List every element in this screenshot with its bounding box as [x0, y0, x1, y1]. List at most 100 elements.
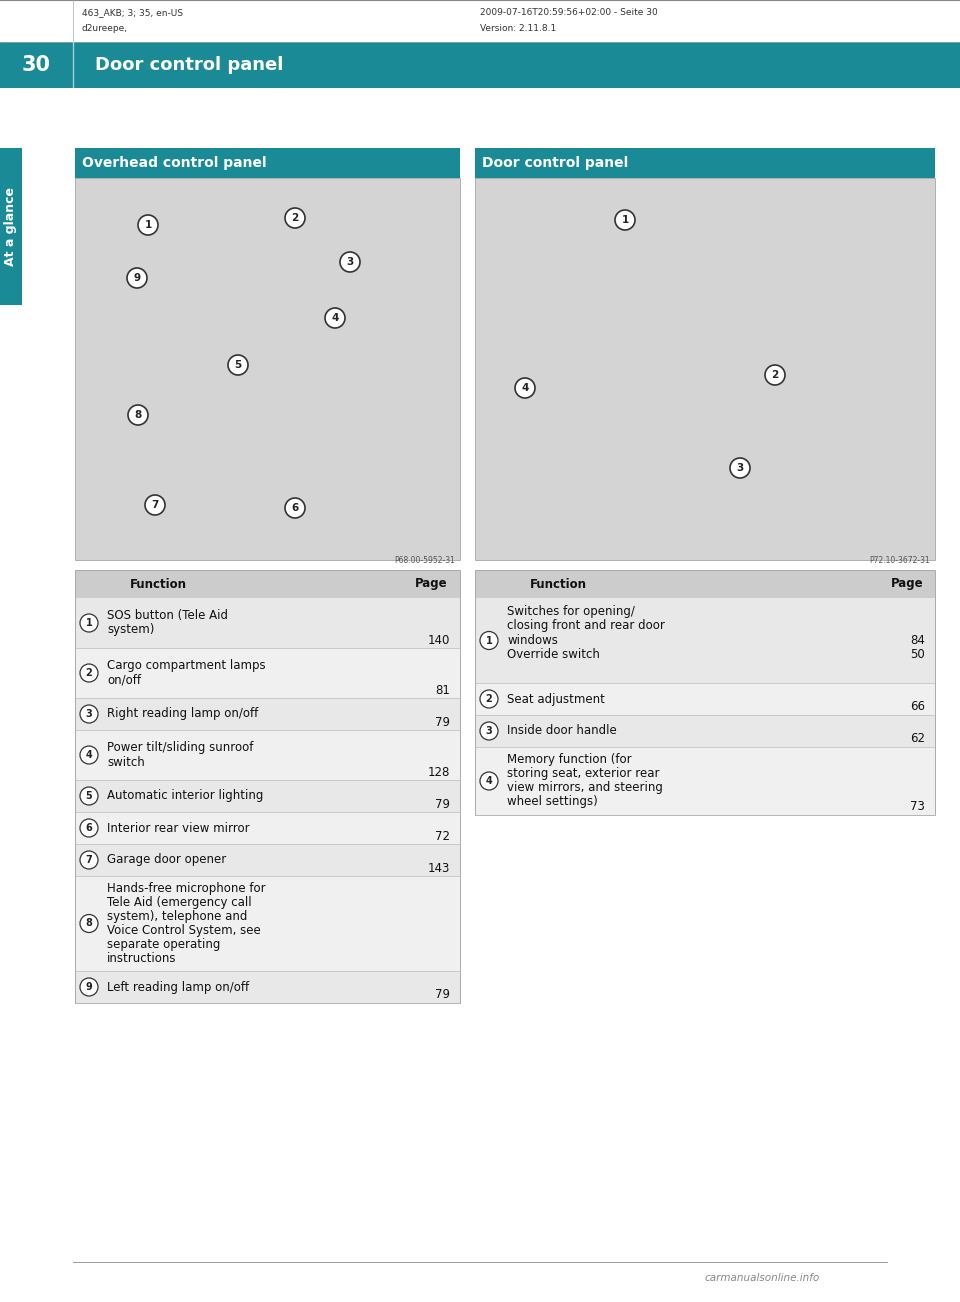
Text: 79: 79 [435, 716, 450, 729]
Text: 143: 143 [427, 862, 450, 875]
Circle shape [765, 365, 785, 385]
Circle shape [80, 746, 98, 764]
Text: 9: 9 [133, 273, 140, 283]
Text: Function: Function [130, 578, 187, 591]
Text: 7: 7 [85, 855, 92, 865]
Text: wheel settings): wheel settings) [507, 796, 598, 809]
Text: Power tilt/sliding sunroof: Power tilt/sliding sunroof [107, 742, 253, 754]
Text: P72.10-3672-31: P72.10-3672-31 [869, 556, 930, 565]
Circle shape [80, 664, 98, 682]
FancyBboxPatch shape [75, 698, 460, 730]
Text: 1: 1 [621, 215, 629, 225]
Text: Page: Page [416, 578, 448, 591]
Circle shape [128, 405, 148, 424]
Circle shape [480, 631, 498, 650]
Circle shape [730, 458, 750, 478]
Text: 84: 84 [910, 634, 925, 647]
FancyBboxPatch shape [475, 178, 935, 560]
Text: 72: 72 [435, 829, 450, 842]
FancyBboxPatch shape [75, 971, 460, 1003]
Circle shape [80, 819, 98, 837]
Text: Hands-free microphone for: Hands-free microphone for [107, 881, 266, 894]
Circle shape [145, 495, 165, 516]
Text: on/off: on/off [107, 673, 141, 686]
Text: 4: 4 [486, 776, 492, 786]
FancyBboxPatch shape [75, 148, 460, 178]
FancyBboxPatch shape [0, 148, 22, 305]
Text: 2009-07-16T20:59:56+02:00 - Seite 30: 2009-07-16T20:59:56+02:00 - Seite 30 [480, 8, 658, 17]
FancyBboxPatch shape [0, 42, 68, 89]
FancyBboxPatch shape [75, 844, 460, 876]
Text: Door control panel: Door control panel [482, 156, 628, 171]
Text: 50: 50 [910, 647, 925, 660]
Text: Door control panel: Door control panel [95, 56, 283, 74]
Circle shape [615, 210, 635, 230]
Text: d2ureepe,: d2ureepe, [82, 23, 128, 33]
Circle shape [285, 208, 305, 228]
Circle shape [480, 772, 498, 790]
Text: system), telephone and: system), telephone and [107, 910, 248, 923]
Text: 4: 4 [85, 750, 92, 760]
Text: Voice Control System, see: Voice Control System, see [107, 924, 261, 937]
Circle shape [127, 268, 147, 288]
Circle shape [80, 852, 98, 868]
Text: Left reading lamp on/off: Left reading lamp on/off [107, 980, 250, 993]
Text: 4: 4 [521, 383, 529, 393]
Circle shape [80, 615, 98, 631]
FancyBboxPatch shape [475, 715, 935, 747]
FancyBboxPatch shape [75, 780, 460, 812]
Circle shape [340, 253, 360, 272]
Text: 79: 79 [435, 798, 450, 811]
Text: Memory function (for: Memory function (for [507, 754, 632, 767]
Text: Tele Aid (emergency call: Tele Aid (emergency call [107, 896, 252, 909]
Circle shape [80, 978, 98, 996]
Text: separate operating: separate operating [107, 937, 221, 950]
Text: Switches for opening/: Switches for opening/ [507, 605, 635, 618]
Circle shape [80, 914, 98, 932]
Text: 1: 1 [486, 635, 492, 646]
Text: switch: switch [107, 755, 145, 768]
Text: 140: 140 [427, 634, 450, 647]
FancyBboxPatch shape [0, 42, 960, 89]
Circle shape [80, 786, 98, 805]
Text: At a glance: At a glance [5, 186, 17, 266]
Text: Page: Page [890, 578, 923, 591]
Circle shape [515, 378, 535, 398]
Text: Seat adjustment: Seat adjustment [507, 693, 605, 706]
Text: 3: 3 [85, 710, 92, 719]
Text: 3: 3 [486, 727, 492, 736]
Text: 4: 4 [331, 312, 339, 323]
Text: 73: 73 [910, 801, 925, 814]
Text: 79: 79 [435, 988, 450, 1001]
Text: Inside door handle: Inside door handle [507, 724, 616, 737]
Circle shape [480, 690, 498, 708]
Text: storing seat, exterior rear: storing seat, exterior rear [507, 767, 660, 780]
Text: 3: 3 [347, 256, 353, 267]
Text: 8: 8 [85, 918, 92, 928]
Text: 128: 128 [427, 766, 450, 779]
Text: carmanualsonline.info: carmanualsonline.info [705, 1273, 820, 1282]
Text: Right reading lamp on/off: Right reading lamp on/off [107, 707, 258, 720]
Circle shape [285, 497, 305, 518]
FancyBboxPatch shape [75, 570, 460, 598]
FancyBboxPatch shape [475, 148, 935, 178]
FancyBboxPatch shape [475, 747, 935, 815]
FancyBboxPatch shape [75, 598, 460, 648]
FancyBboxPatch shape [475, 570, 935, 598]
Text: 2: 2 [486, 694, 492, 704]
FancyBboxPatch shape [75, 876, 460, 971]
Text: 1: 1 [144, 220, 152, 230]
Circle shape [325, 309, 345, 328]
FancyBboxPatch shape [75, 730, 460, 780]
Text: 66: 66 [910, 700, 925, 713]
Text: view mirrors, and steering: view mirrors, and steering [507, 781, 662, 794]
FancyBboxPatch shape [75, 178, 460, 560]
Text: SOS button (Tele Aid: SOS button (Tele Aid [107, 609, 228, 622]
Text: 81: 81 [435, 684, 450, 697]
Text: 8: 8 [134, 410, 142, 421]
Text: Automatic interior lighting: Automatic interior lighting [107, 789, 263, 802]
Text: Function: Function [530, 578, 587, 591]
Text: Overhead control panel: Overhead control panel [82, 156, 267, 171]
Text: closing front and rear door: closing front and rear door [507, 620, 665, 633]
Circle shape [80, 704, 98, 723]
